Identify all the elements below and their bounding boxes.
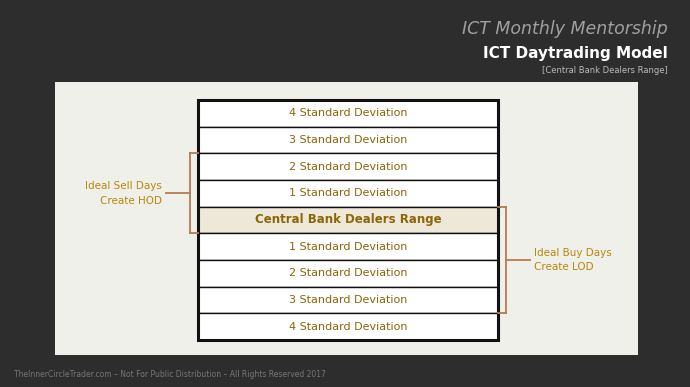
Text: Ideal Buy Days
Create LOD: Ideal Buy Days Create LOD (534, 248, 612, 272)
Text: 1 Standard Deviation: 1 Standard Deviation (289, 241, 407, 252)
Text: 1 Standard Deviation: 1 Standard Deviation (289, 188, 407, 198)
Bar (198, 153, 498, 180)
Bar (198, 207, 498, 233)
Bar (198, 100, 498, 340)
Text: Central Bank Dealers Range: Central Bank Dealers Range (255, 214, 442, 226)
Text: 4 Standard Deviation: 4 Standard Deviation (288, 322, 407, 332)
Text: ICT Daytrading Model: ICT Daytrading Model (483, 46, 668, 61)
Text: TheInnerCircleTrader.com – Not For Public Distribution – All Rights Reserved 201: TheInnerCircleTrader.com – Not For Publi… (14, 370, 326, 379)
Bar (198, 260, 498, 287)
Text: Ideal Sell Days
Create HOD: Ideal Sell Days Create HOD (85, 181, 162, 206)
Bar (198, 100, 498, 127)
Bar (198, 287, 498, 313)
Bar (55, 82, 638, 355)
Bar (198, 233, 498, 260)
Text: 3 Standard Deviation: 3 Standard Deviation (289, 135, 407, 145)
Text: 4 Standard Deviation: 4 Standard Deviation (288, 108, 407, 118)
Text: ICT Monthly Mentorship: ICT Monthly Mentorship (462, 20, 668, 38)
Bar (198, 180, 498, 207)
Text: 2 Standard Deviation: 2 Standard Deviation (288, 268, 407, 278)
Text: [Central Bank Dealers Range]: [Central Bank Dealers Range] (542, 66, 668, 75)
Bar (198, 127, 498, 153)
Bar (198, 313, 498, 340)
Text: 3 Standard Deviation: 3 Standard Deviation (289, 295, 407, 305)
Text: 2 Standard Deviation: 2 Standard Deviation (288, 162, 407, 172)
